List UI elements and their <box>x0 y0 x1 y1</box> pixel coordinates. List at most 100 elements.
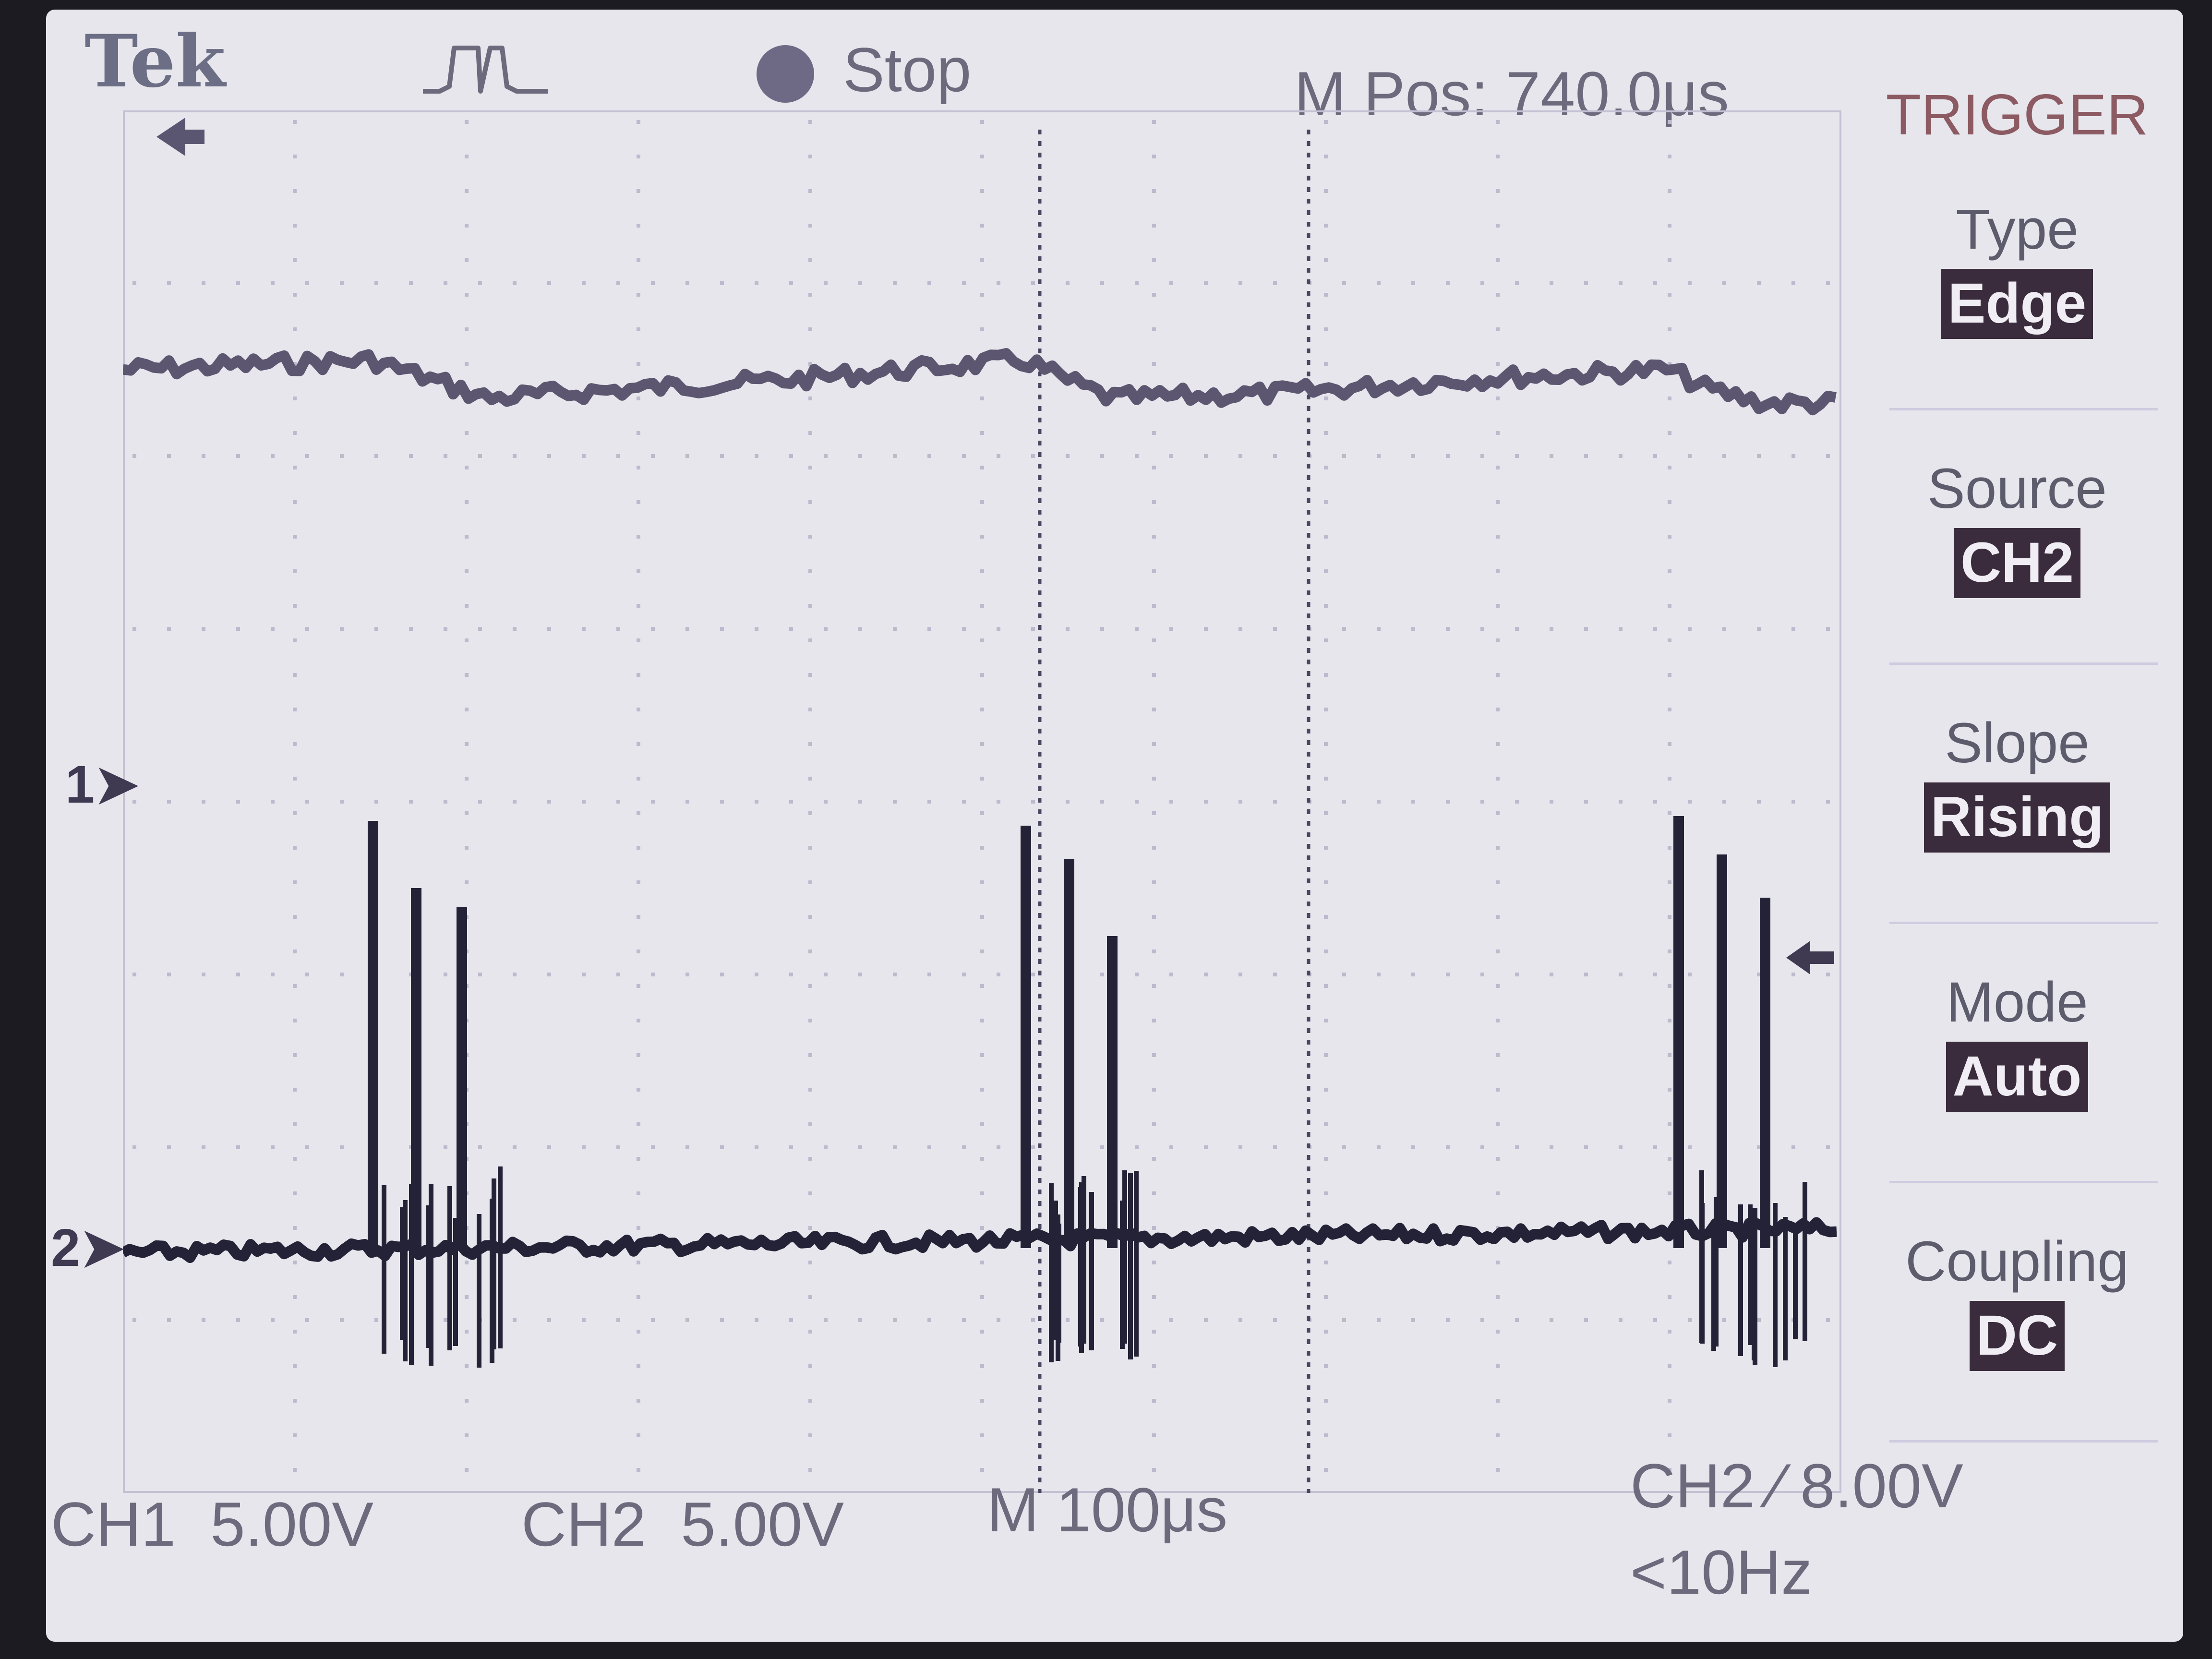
grid-dot <box>465 1330 469 1334</box>
grid-dot <box>167 1318 171 1322</box>
grid-dot <box>685 281 689 285</box>
ch1-ground-marker[interactable]: 1➤ <box>65 758 139 811</box>
grid-dot <box>980 431 984 435</box>
grid-dot <box>1496 1261 1500 1264</box>
grid-dot <box>980 397 984 400</box>
ch2-ringing <box>429 1184 433 1366</box>
grid-dot <box>651 1145 655 1149</box>
grid-dot <box>808 189 812 193</box>
grid-dot <box>293 1088 297 1092</box>
grid-dot <box>513 1318 517 1322</box>
grid-dot <box>720 281 724 285</box>
grid-dot <box>1757 973 1761 976</box>
grid-dot <box>962 800 966 804</box>
grid-dot <box>1688 973 1692 976</box>
grid-dot <box>1324 362 1328 366</box>
grid-dot <box>1169 973 1173 976</box>
grid-dot <box>465 500 469 504</box>
grid-dot <box>980 1295 984 1299</box>
grid-dot <box>1688 1318 1692 1322</box>
menu-item-source[interactable]: Source CH2 <box>1851 456 2183 598</box>
grid-dot <box>637 950 640 953</box>
grid-dot <box>1480 973 1484 976</box>
grid-dot <box>271 973 275 976</box>
grid-dot <box>824 800 828 804</box>
grid-dot <box>1169 454 1173 458</box>
grid-dot <box>1324 1088 1328 1092</box>
trigger-level-marker-icon[interactable] <box>1784 936 1837 979</box>
grid-dot <box>1480 800 1484 804</box>
grid-dot <box>1324 155 1328 158</box>
grid-dot <box>962 281 966 285</box>
grid-dot <box>1204 627 1208 631</box>
grid-dot <box>236 973 240 976</box>
grid-dot <box>132 800 136 804</box>
grid-dot <box>1496 708 1500 711</box>
grid-dot <box>980 708 984 711</box>
grid-dot <box>1152 327 1156 331</box>
grid-dot <box>293 1468 297 1472</box>
grid-dot <box>409 454 413 458</box>
grid-dot <box>1668 950 1671 953</box>
grid-dot <box>808 1191 812 1195</box>
menu-item-source-label: Source <box>1927 457 2107 520</box>
grid-dot <box>582 281 586 285</box>
ch2-pulse <box>1717 854 1727 1248</box>
grid-dot <box>720 973 724 976</box>
menu-item-mode[interactable]: Mode Auto <box>1851 970 2183 1112</box>
grid-dot <box>465 120 469 124</box>
grid-dot <box>1496 777 1500 781</box>
grid-dot <box>271 627 275 631</box>
grid-dot <box>1238 1318 1242 1322</box>
menu-item-slope[interactable]: Slope Rising <box>1851 710 2183 853</box>
grid-dot <box>893 627 897 631</box>
grid-dot <box>1066 627 1070 631</box>
grid-dot <box>1152 1399 1156 1403</box>
grid-dot <box>1515 800 1519 804</box>
grid-dot <box>1496 1433 1500 1437</box>
grid-dot <box>1515 1318 1519 1322</box>
grid-dot <box>980 1399 984 1403</box>
grid-dot <box>1238 627 1242 631</box>
grid-dot <box>293 1295 297 1299</box>
grid-dot <box>1152 1330 1156 1334</box>
grid-dot <box>980 1157 984 1161</box>
grid-dot <box>1100 281 1104 285</box>
grid-dot <box>1324 293 1328 297</box>
grid-dot <box>755 1318 758 1322</box>
trigger-frequency-readout: <10Hz <box>1630 1537 1813 1607</box>
grid-dot <box>1152 500 1156 504</box>
grid-dot <box>1324 915 1328 919</box>
grid-dot <box>1152 1364 1156 1368</box>
ch2-pulse <box>1107 936 1118 1248</box>
grid-dot <box>465 880 469 884</box>
grid-dot <box>980 1364 984 1368</box>
grid-dot <box>293 120 297 124</box>
grid-dot <box>789 281 793 285</box>
grid-dot <box>1342 973 1346 976</box>
grid-dot <box>1688 454 1692 458</box>
grid-dot <box>685 973 689 976</box>
grid-dot <box>1411 1318 1415 1322</box>
grid-dot <box>444 1145 447 1149</box>
grid-dot <box>293 811 297 815</box>
grid-dot <box>465 811 469 815</box>
grid-dot <box>478 800 482 804</box>
grid-dot <box>293 915 297 919</box>
grid-dot <box>858 800 862 804</box>
grid-dot <box>1496 155 1500 158</box>
grid-dot <box>305 973 309 976</box>
grid-dot <box>1324 397 1328 400</box>
grid-dot <box>305 627 309 631</box>
grid-dot <box>808 638 812 642</box>
ch2-pulse <box>368 821 378 1248</box>
grid-dot <box>1668 500 1671 504</box>
grid-dot <box>444 800 447 804</box>
ch2-ringing <box>1793 1223 1798 1339</box>
menu-item-coupling[interactable]: Coupling DC <box>1851 1229 2183 1371</box>
grid-dot <box>1496 1088 1500 1092</box>
ch2-ground-marker[interactable]: 2➤ <box>51 1222 124 1274</box>
menu-item-type[interactable]: Type Edge <box>1851 197 2183 339</box>
grid-dot <box>1411 627 1415 631</box>
grid-dot <box>271 1145 275 1149</box>
